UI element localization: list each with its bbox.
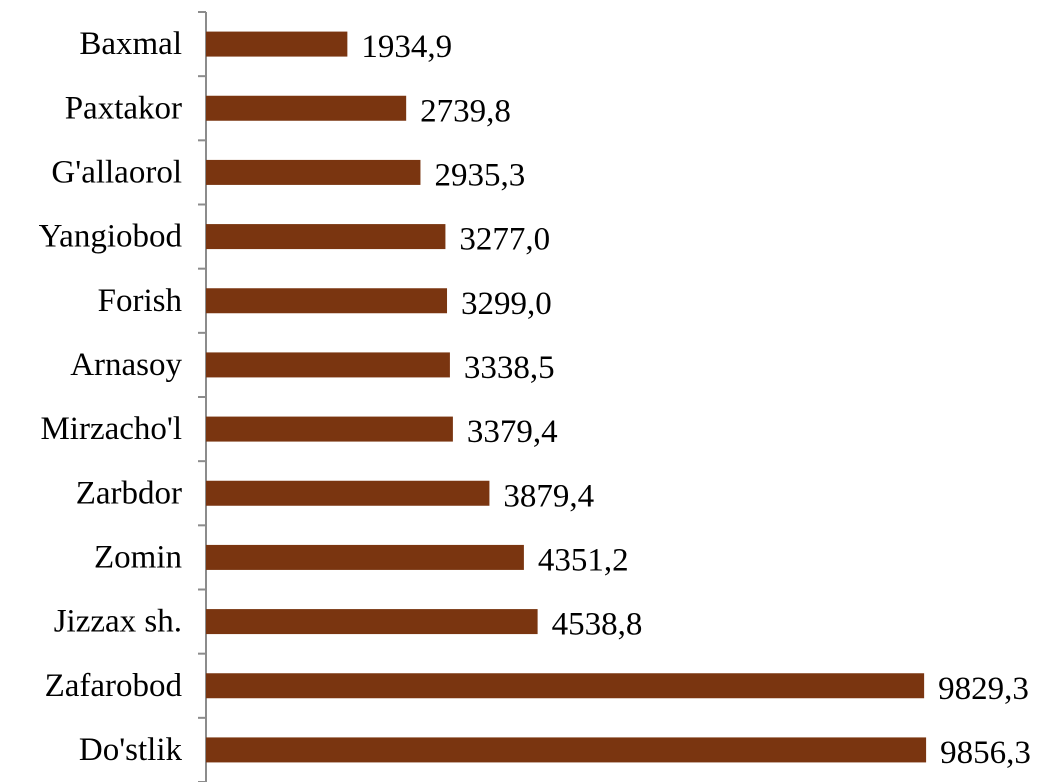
bar bbox=[206, 673, 925, 699]
category-label: Arnasoy bbox=[70, 347, 182, 383]
category-label: G'allaorol bbox=[51, 154, 182, 190]
category-label: Forish bbox=[98, 283, 183, 319]
value-label: 3379,4 bbox=[467, 414, 558, 450]
value-label: 4351,2 bbox=[538, 542, 629, 578]
category-label: Do'stlik bbox=[79, 732, 183, 768]
label-layer: Baxmal 1934,9 Paxtakor 2739,8 G'allaorol 2935… bbox=[39, 26, 1031, 771]
bar bbox=[206, 737, 927, 763]
category-label: Jizzax sh. bbox=[54, 604, 182, 640]
category-label: Zomin bbox=[94, 539, 182, 575]
value-label: 9829,3 bbox=[938, 671, 1029, 707]
category-label: Baxmal bbox=[79, 26, 182, 62]
value-label: 4538,8 bbox=[552, 607, 643, 643]
value-label: 2935,3 bbox=[434, 157, 525, 193]
bar bbox=[206, 544, 524, 570]
value-label: 3338,5 bbox=[464, 350, 555, 386]
bar bbox=[206, 95, 407, 121]
axis-layer bbox=[198, 11, 207, 782]
bar bbox=[206, 480, 490, 506]
value-label: 3277,0 bbox=[459, 222, 550, 258]
value-label: 9856,3 bbox=[940, 735, 1031, 771]
value-label: 1934,9 bbox=[361, 29, 452, 65]
category-label: Mirzacho'l bbox=[40, 411, 182, 447]
category-label: Zafarobod bbox=[45, 668, 183, 704]
category-label: Zarbdor bbox=[76, 475, 182, 511]
bar bbox=[206, 416, 453, 442]
category-label: Yangiobod bbox=[39, 219, 183, 255]
bar bbox=[206, 31, 348, 57]
bar bbox=[206, 288, 448, 314]
bar bbox=[206, 224, 446, 250]
value-label: 2739,8 bbox=[420, 93, 511, 129]
bar bbox=[206, 352, 450, 378]
bar bbox=[206, 159, 421, 185]
category-label: Paxtakor bbox=[65, 90, 182, 126]
bar bbox=[206, 609, 538, 635]
value-label: 3299,0 bbox=[461, 286, 552, 322]
value-label: 3879,4 bbox=[503, 478, 594, 514]
bar-layer bbox=[206, 31, 927, 763]
